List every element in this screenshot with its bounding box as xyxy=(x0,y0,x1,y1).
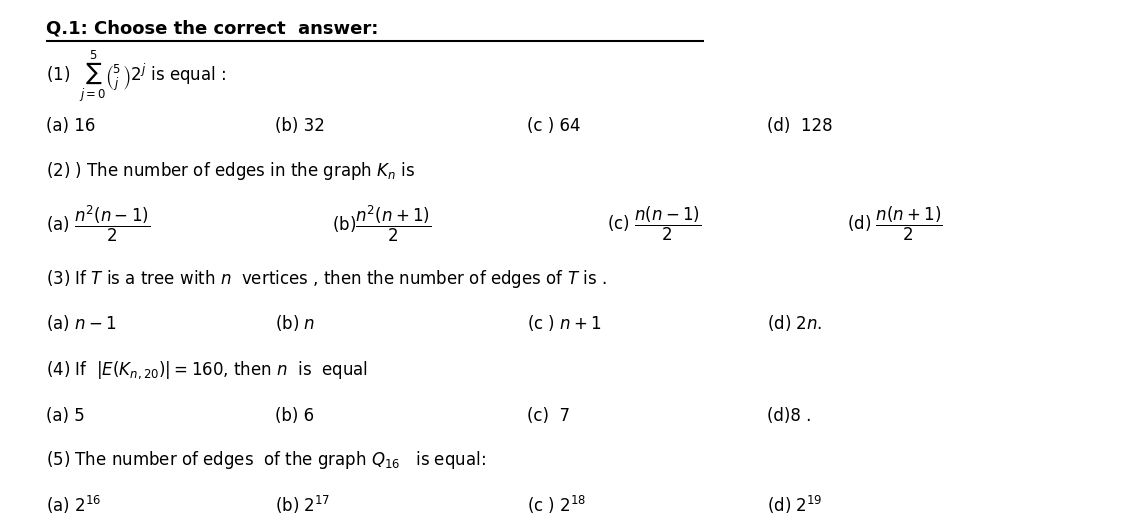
Text: (a) 16: (a) 16 xyxy=(46,117,95,135)
Text: (c ) $2^{18}$: (c ) $2^{18}$ xyxy=(527,494,586,516)
Text: (a) $2^{16}$: (a) $2^{16}$ xyxy=(46,494,101,516)
Text: (b)$\dfrac{n^2(n+1)}{2}$: (b)$\dfrac{n^2(n+1)}{2}$ xyxy=(332,204,432,244)
Text: (c)  7: (c) 7 xyxy=(527,407,570,424)
Text: (2) ) The number of edges in the graph $K_n$ is: (2) ) The number of edges in the graph $… xyxy=(46,160,416,182)
Text: (b) 6: (b) 6 xyxy=(275,407,314,424)
Text: (1)  $\sum_{j=0}^{5}\binom{5}{j}2^{j}$ is equal :: (1) $\sum_{j=0}^{5}\binom{5}{j}2^{j}$ is… xyxy=(46,48,226,104)
Text: (b) $n$: (b) $n$ xyxy=(275,313,315,333)
Text: (a) $\dfrac{n^2(n-1)}{2}$: (a) $\dfrac{n^2(n-1)}{2}$ xyxy=(46,204,150,244)
Text: (a) $n-1$: (a) $n-1$ xyxy=(46,313,117,333)
Text: (4) If  $\left|E(K_{n,20})\right|= 160$, then $n$  is  equal: (4) If $\left|E(K_{n,20})\right|= 160$, … xyxy=(46,360,368,382)
Text: (d) $2^{19}$: (d) $2^{19}$ xyxy=(767,494,823,516)
Text: (b) $2^{17}$: (b) $2^{17}$ xyxy=(275,494,330,516)
Text: Q.1: Choose the correct  answer:: Q.1: Choose the correct answer: xyxy=(46,20,378,38)
Text: (c ) $n+1$: (c ) $n+1$ xyxy=(527,313,601,333)
Text: (d) 2$n$.: (d) 2$n$. xyxy=(767,313,822,333)
Text: (b) 32: (b) 32 xyxy=(275,117,325,135)
Text: (c) $\dfrac{n(n-1)}{2}$: (c) $\dfrac{n(n-1)}{2}$ xyxy=(607,205,701,242)
Text: (d) $\dfrac{n(n+1)}{2}$: (d) $\dfrac{n(n+1)}{2}$ xyxy=(847,205,943,242)
Text: (d)8 .: (d)8 . xyxy=(767,407,812,424)
Text: (d)  128: (d) 128 xyxy=(767,117,832,135)
Text: (3) If $T$ is a tree with $n$  vertices , then the number of edges of $T$ is .: (3) If $T$ is a tree with $n$ vertices ,… xyxy=(46,268,607,290)
Text: (c ) 64: (c ) 64 xyxy=(527,117,581,135)
Text: (5) The number of edges  of the graph $Q_{16}$   is equal:: (5) The number of edges of the graph $Q_… xyxy=(46,449,485,471)
Text: (a) 5: (a) 5 xyxy=(46,407,85,424)
